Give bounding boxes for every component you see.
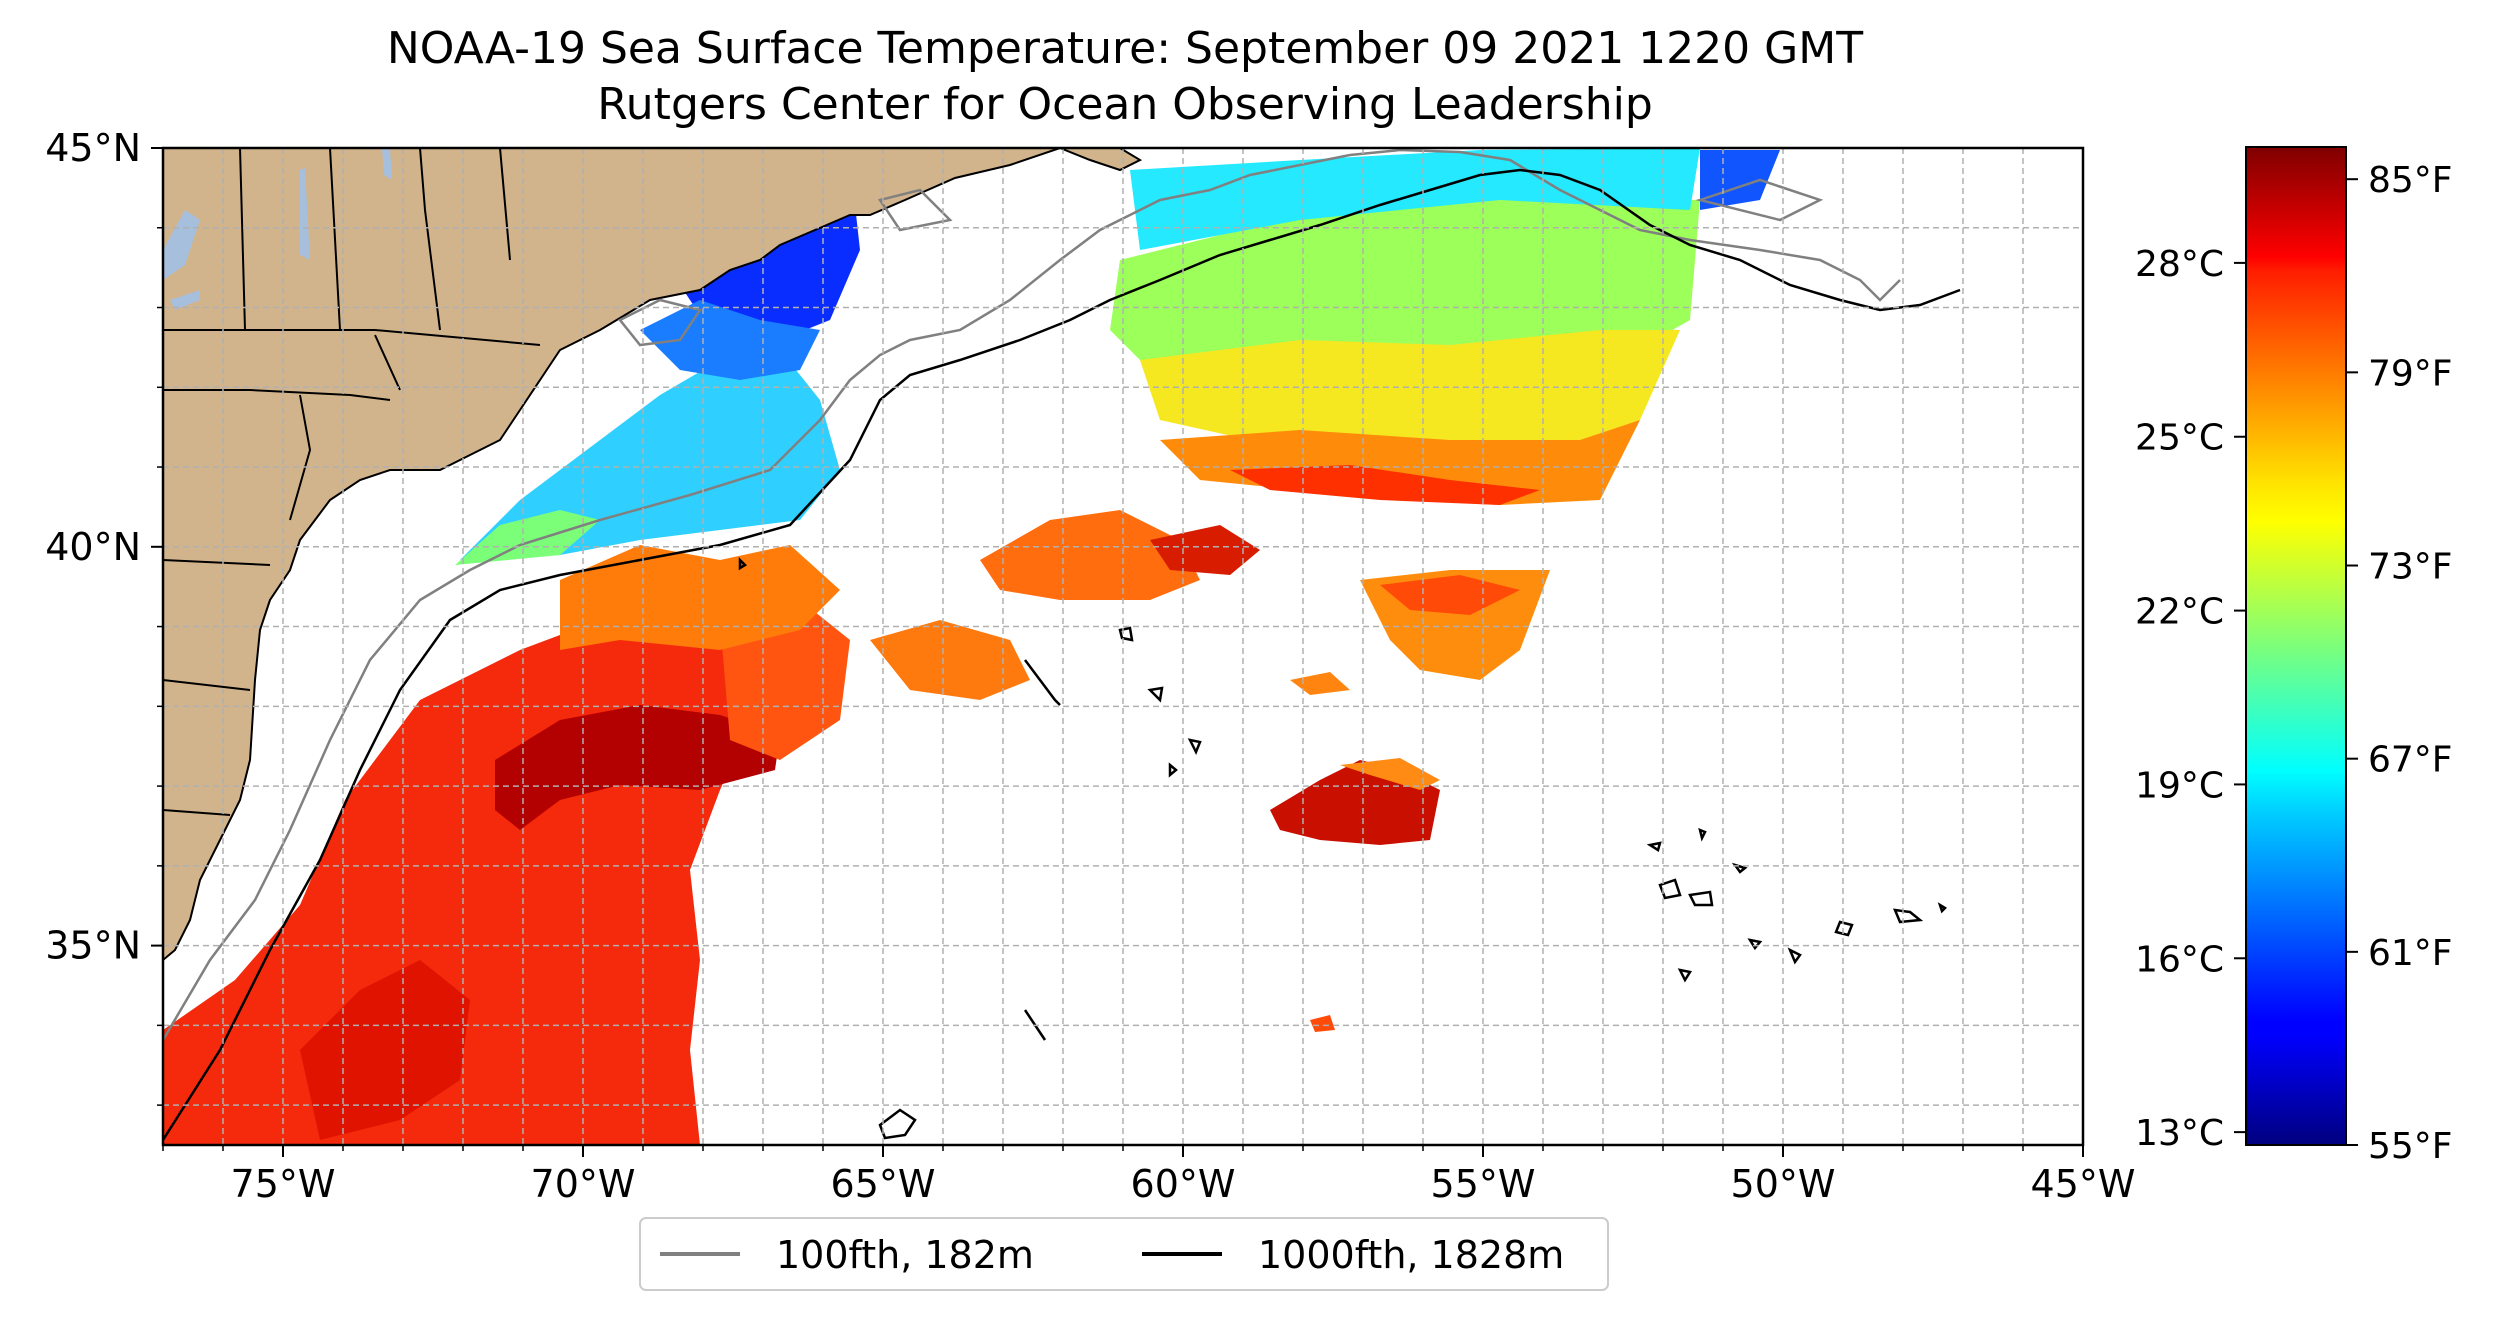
sst-blue-gom-edge [640, 300, 820, 380]
legend-label-100fth: 100fth, 182m [776, 1233, 1034, 1277]
lon-tick-label: 45°W [2031, 1162, 2136, 1206]
land-northeast-us [163, 148, 1061, 962]
colorbar-f-label: 55°F [2368, 1126, 2453, 1167]
seamount-7 [1646, 841, 1662, 852]
bermuda-rise [878, 1108, 917, 1140]
sst-orange-band [560, 545, 840, 650]
lat-tick-label: 45°N [45, 126, 141, 170]
lat-tick-label: 40°N [45, 525, 141, 569]
seamount-8 [1698, 827, 1707, 842]
legend: 100fth, 182m 1000fth, 1828m [639, 1217, 1609, 1291]
colorbar-c-label: 13°C [2135, 1113, 2224, 1154]
lon-tick-label: 65°W [831, 1162, 936, 1206]
colorbar-f-label: 73°F [2368, 547, 2453, 588]
lat-tick-label: 35°N [45, 924, 141, 968]
lon-tick-label: 55°W [1431, 1162, 1536, 1206]
seamount-17 [1677, 968, 1693, 983]
seamount-10 [1688, 890, 1714, 907]
contour-100fth [163, 148, 1901, 1041]
seamount-11 [1731, 862, 1748, 874]
map-axes: 75°W 70°W 65°W 60°W 55°W 50°W 45°W 35°N 40°N 45°N [45, 126, 2135, 1206]
seamount-14 [1834, 920, 1854, 937]
seamount-1 [1118, 626, 1134, 642]
seamount-16 [1937, 902, 1948, 914]
colorbar-c-label: 25°C [2135, 418, 2224, 459]
colorbar-c-label: 22°C [2135, 592, 2224, 633]
lon-tick-label: 50°W [1731, 1162, 1836, 1206]
legend-box [639, 1217, 1609, 1291]
sst-red-south-patch [300, 960, 470, 1140]
map-subtitle: Rutgers Center for Ocean Observing Leade… [597, 79, 1653, 130]
seamount-5 [1024, 659, 1061, 706]
sst-swath-red-strip [1230, 465, 1540, 505]
contour-1000fth [163, 168, 1961, 1141]
map-area [163, 148, 2083, 1145]
legend-label-1000fth: 1000fth, 1828m [1258, 1233, 1564, 1277]
sst-patch-mid5 [870, 620, 1030, 700]
sst-hot-core [495, 705, 780, 830]
colorbar-f-label: 61°F [2368, 933, 2453, 974]
colorbar-f-label: 85°F [2368, 160, 2453, 201]
sst-swath-blue-ne [1700, 150, 1780, 210]
lon-tick-label: 75°W [231, 1162, 336, 1206]
seamount-13 [1787, 947, 1802, 965]
sst-patch-mid2 [1150, 525, 1260, 575]
lakes-layer [163, 148, 392, 310]
seamount-3 [1187, 738, 1202, 756]
seamount-15 [1893, 908, 1924, 924]
gridlines [163, 148, 2083, 1145]
colorbar-c-label: 28°C [2135, 244, 2224, 285]
colorbar-gradient [2245, 146, 2347, 1146]
sst-patch-mid6 [1290, 672, 1350, 695]
colorbar-f-label: 79°F [2368, 353, 2453, 394]
seamount-6 [738, 556, 748, 571]
colorbar-f-label: 67°F [2368, 740, 2453, 781]
colorbar-c-label: 19°C [2135, 765, 2224, 806]
colorbar-c-label: 16°C [2135, 939, 2224, 980]
sst-patch-mid1 [980, 510, 1200, 600]
sst-patch-se-rim [1340, 758, 1440, 790]
sst-cyan-shelf [460, 350, 840, 560]
state-borders [163, 148, 541, 816]
seamount-4 [1168, 762, 1178, 778]
lon-tick-label: 60°W [1131, 1162, 1236, 1206]
sst-patch-small1 [1310, 1015, 1335, 1032]
colorbar-ticks: 85°F 79°F 73°F 67°F 61°F 55°F 28°C 25°C 22°C 19°C… [2135, 160, 2452, 1167]
lon-tick-label: 70°W [531, 1162, 636, 1206]
seamount-2 [1147, 686, 1164, 703]
colorbar: 85°F 79°F 73°F 67°F 61°F 55°F 28°C 25°C 22°C 19°C… [2135, 146, 2453, 1167]
sst-green-shelf-edge [455, 510, 600, 565]
sst-swath-yellow [1140, 330, 1680, 450]
map-title: NOAA-19 Sea Surface Temperature: Septemb… [386, 23, 1864, 74]
sst-patch-mid4 [1380, 575, 1520, 615]
land-layer [163, 148, 1143, 962]
land-nova-scotia [1059, 148, 1143, 172]
